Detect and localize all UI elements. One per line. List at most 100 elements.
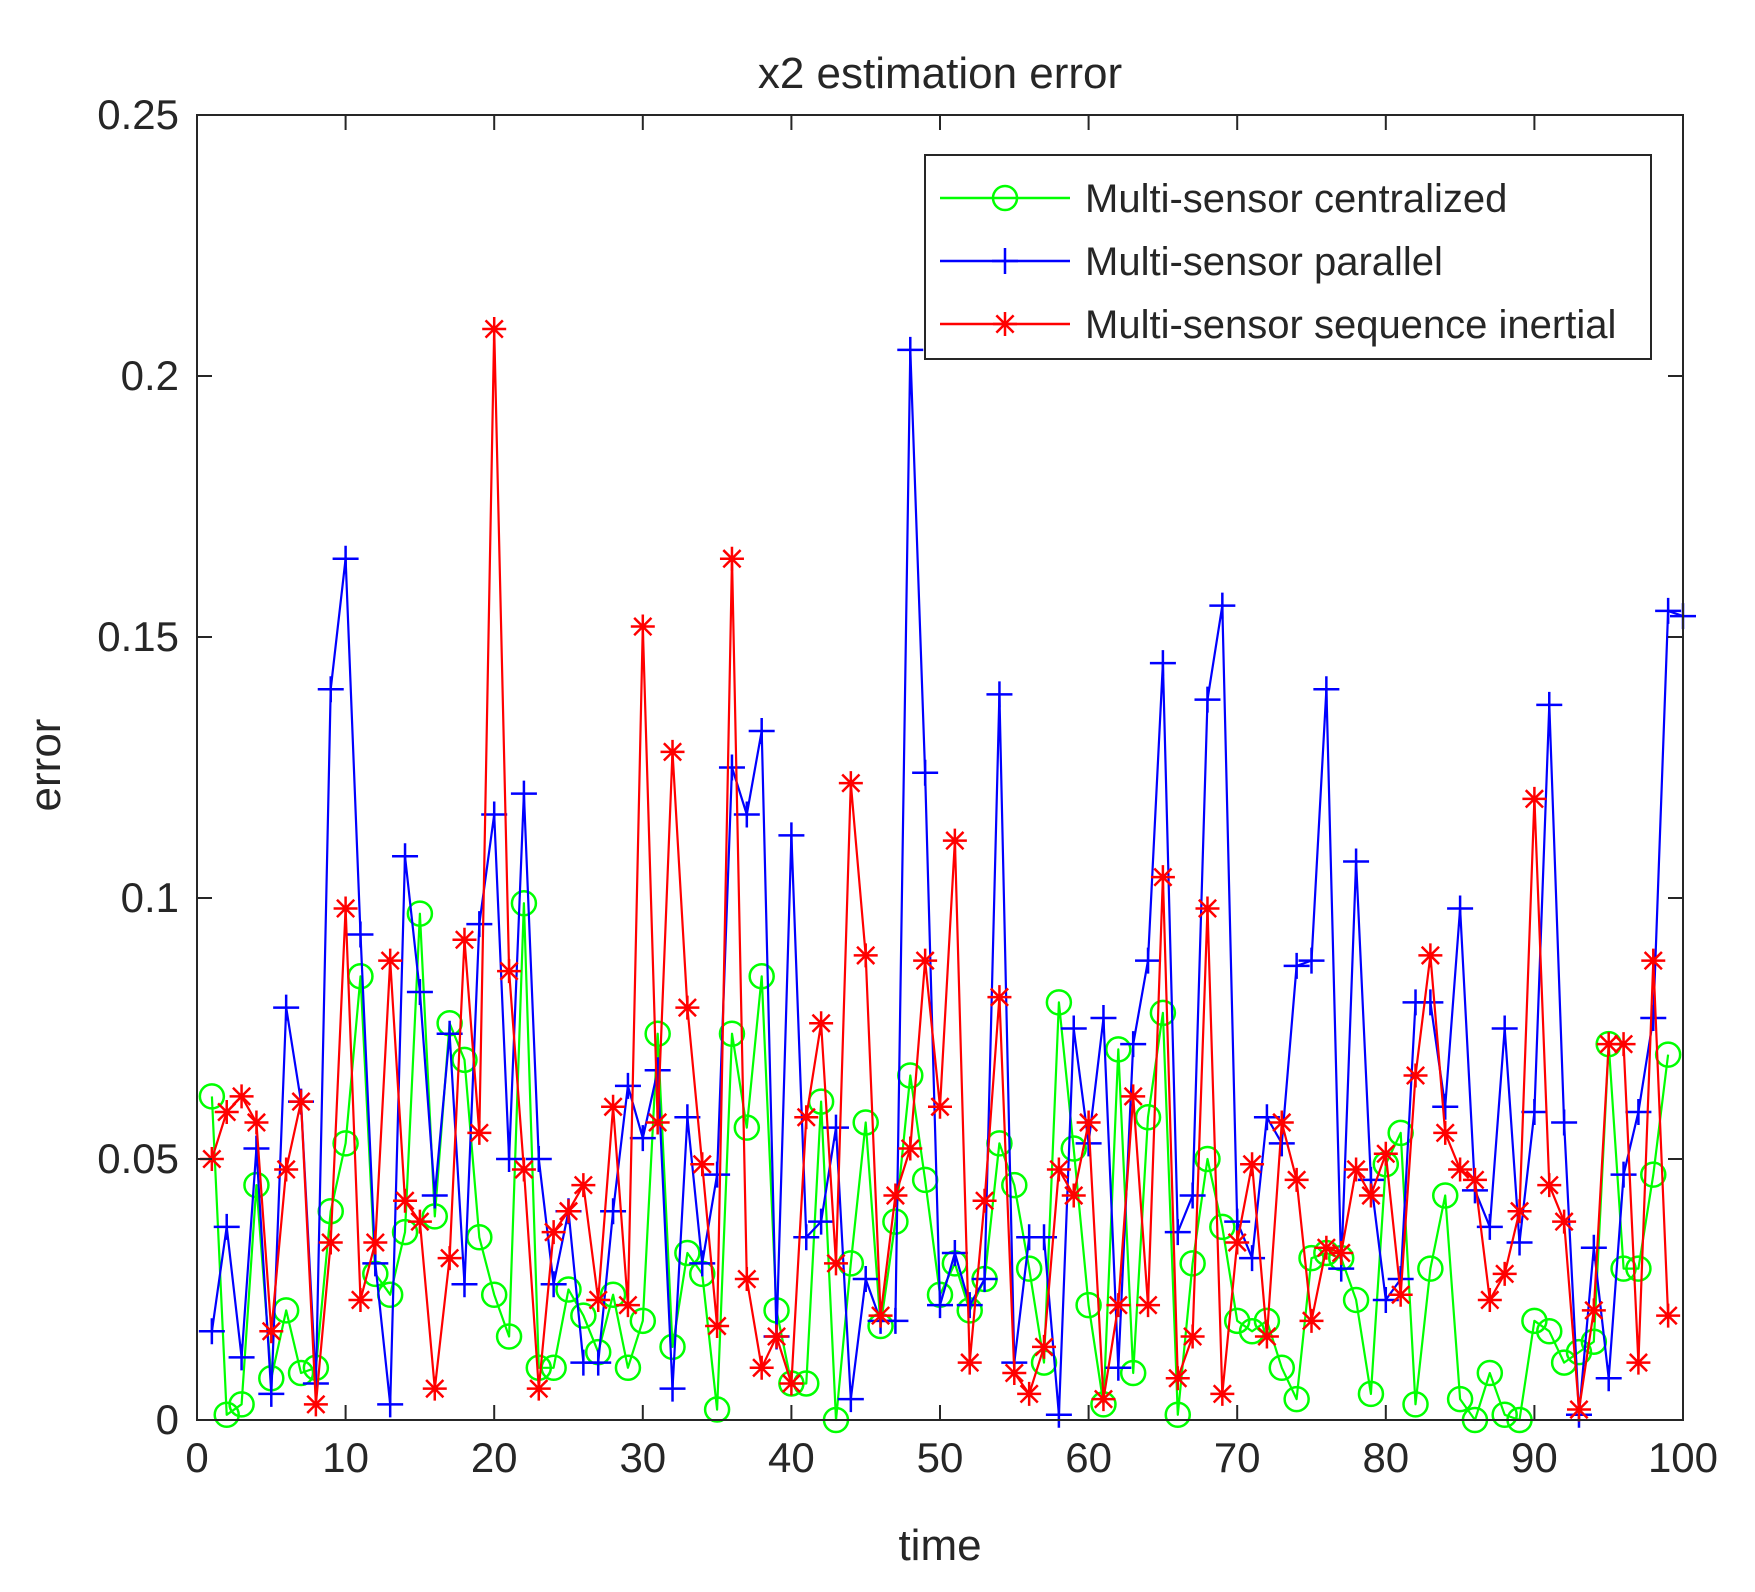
data-point-circle xyxy=(718,1020,746,1047)
data-point-star xyxy=(868,1303,893,1328)
data-point-plus xyxy=(1417,989,1444,1016)
data-point-star xyxy=(1388,1282,1413,1307)
x-tick-label: 0 xyxy=(185,1434,208,1481)
data-point-circle xyxy=(1045,989,1073,1016)
data-point-plus xyxy=(778,822,805,849)
data-point-circle xyxy=(674,1239,701,1267)
data-point-plus xyxy=(808,1208,835,1235)
data-point-circle xyxy=(198,1083,226,1110)
data-point-star xyxy=(1046,1157,1071,1182)
data-point-star xyxy=(898,1136,923,1161)
x-tick-label: 60 xyxy=(1065,1434,1112,1481)
data-point-circle xyxy=(1357,1380,1385,1408)
legend[interactable]: Multi-sensor centralized Multi-sensor par… xyxy=(924,154,1652,360)
data-point-plus xyxy=(629,1125,656,1152)
data-point-star xyxy=(1210,1381,1235,1406)
data-point-star xyxy=(1269,1110,1294,1135)
data-point-circle xyxy=(332,1130,359,1157)
data-point-plus xyxy=(1313,676,1340,703)
data-point-star xyxy=(378,948,403,973)
data-point-star xyxy=(482,317,507,342)
x-axis-label: time xyxy=(898,1521,981,1570)
data-point-star xyxy=(1596,1032,1621,1057)
data-point-plus xyxy=(585,1349,612,1376)
data-point-star xyxy=(333,896,358,921)
data-point-circle xyxy=(644,1020,671,1047)
data-point-circle xyxy=(1194,1145,1221,1173)
data-point-star xyxy=(437,1246,462,1271)
data-point-plus xyxy=(1209,592,1236,619)
data-point-plus xyxy=(674,1104,701,1131)
data-point-circle xyxy=(599,1281,627,1308)
series-layer xyxy=(198,317,1696,1434)
legend-item: Multi-sensor parallel xyxy=(940,240,1443,284)
data-point-star xyxy=(1373,1141,1398,1166)
data-point-star xyxy=(1165,1366,1190,1391)
data-point-star xyxy=(615,1293,640,1318)
data-point-star xyxy=(1284,1167,1309,1192)
data-point-star xyxy=(1477,1287,1502,1312)
data-point-star xyxy=(1552,1209,1577,1234)
data-point-plus xyxy=(1179,1182,1206,1209)
x-tick-label: 100 xyxy=(1648,1434,1718,1481)
data-point-circle xyxy=(480,1281,508,1308)
data-point-circle xyxy=(1119,1359,1147,1387)
data-point-plus xyxy=(362,1250,389,1277)
data-point-plus xyxy=(466,911,493,938)
data-point-plus xyxy=(1640,1005,1667,1032)
data-point-plus xyxy=(1149,650,1176,677)
data-point-plus xyxy=(927,1292,953,1319)
data-point-plus xyxy=(1135,947,1162,974)
data-point-plus xyxy=(377,1391,404,1418)
y-tick-label: 0.2 xyxy=(121,352,179,399)
data-point-star xyxy=(214,1100,239,1125)
data-point-plus xyxy=(436,1020,463,1047)
x-tick-label: 70 xyxy=(1214,1434,1261,1481)
data-point-star xyxy=(630,614,655,639)
data-point-star xyxy=(244,1110,269,1135)
data-point-plus xyxy=(1343,848,1370,875)
data-point-circle xyxy=(1164,1401,1192,1429)
data-point-circle xyxy=(1149,999,1177,1027)
data-point-star xyxy=(303,1392,328,1417)
data-point-plus xyxy=(1447,895,1474,922)
data-point-circle xyxy=(1283,1385,1310,1413)
data-point-plus xyxy=(198,1318,225,1345)
data-point-circle xyxy=(1536,1318,1563,1345)
data-point-star xyxy=(838,771,863,796)
data-point-circle xyxy=(1015,1255,1043,1282)
data-point-plus xyxy=(1090,1005,1117,1032)
data-point-plus xyxy=(1283,952,1310,979)
y-tick-label: 0.1 xyxy=(121,874,179,921)
data-point-circle xyxy=(882,1208,909,1235)
data-point-plus xyxy=(644,1057,671,1084)
x-tick-label: 80 xyxy=(1362,1434,1409,1481)
data-point-plus xyxy=(1655,597,1682,624)
data-point-star xyxy=(1611,1032,1636,1057)
data-point-star xyxy=(705,1314,730,1339)
data-point-plus xyxy=(510,780,537,807)
legend-label: Multi-sensor parallel xyxy=(1085,240,1443,284)
data-point-circle xyxy=(629,1307,657,1335)
data-point-plus xyxy=(1105,1354,1132,1381)
x-tick-label: 10 xyxy=(322,1434,369,1481)
data-point-star xyxy=(1522,786,1547,811)
data-point-star xyxy=(407,1209,432,1234)
data-point-plus xyxy=(912,759,939,786)
x-tick-label: 20 xyxy=(471,1434,518,1481)
data-point-star xyxy=(794,1105,819,1130)
data-point-star xyxy=(1433,1120,1458,1145)
data-point-star xyxy=(1581,1298,1606,1323)
data-point-circle xyxy=(1268,1354,1296,1382)
data-point-star xyxy=(1195,896,1220,921)
data-point-plus xyxy=(525,1146,552,1172)
data-point-star xyxy=(1462,1167,1487,1192)
data-point-circle xyxy=(1446,1385,1474,1413)
data-point-circle xyxy=(287,1359,315,1387)
data-point-star xyxy=(809,1011,834,1036)
data-point-star xyxy=(1121,1084,1146,1109)
legend-marker-circle xyxy=(991,184,1019,212)
data-point-plus xyxy=(243,1135,270,1162)
data-point-star xyxy=(363,1230,388,1255)
data-point-plus xyxy=(332,545,359,572)
